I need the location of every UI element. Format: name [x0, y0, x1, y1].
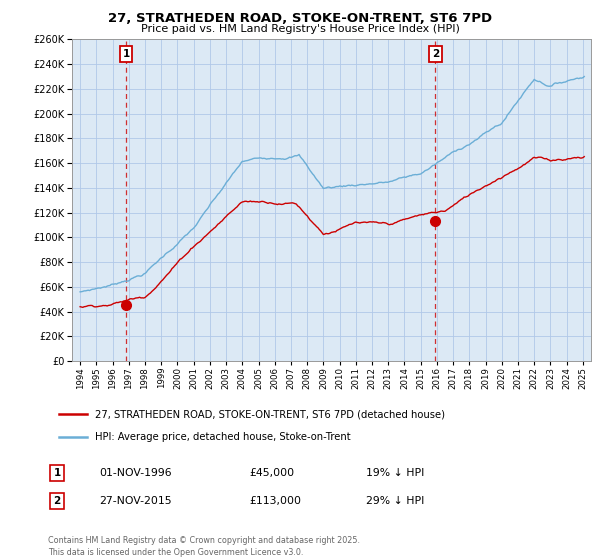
Text: £45,000: £45,000 — [249, 468, 294, 478]
Text: 29% ↓ HPI: 29% ↓ HPI — [366, 496, 424, 506]
Text: Contains HM Land Registry data © Crown copyright and database right 2025.
This d: Contains HM Land Registry data © Crown c… — [48, 536, 360, 557]
Text: 2: 2 — [53, 496, 61, 506]
Text: 1: 1 — [53, 468, 61, 478]
Text: 27, STRATHEDEN ROAD, STOKE-ON-TRENT, ST6 7PD: 27, STRATHEDEN ROAD, STOKE-ON-TRENT, ST6… — [108, 12, 492, 25]
Text: 27, STRATHEDEN ROAD, STOKE-ON-TRENT, ST6 7PD (detached house): 27, STRATHEDEN ROAD, STOKE-ON-TRENT, ST6… — [95, 409, 445, 419]
Text: 01-NOV-1996: 01-NOV-1996 — [99, 468, 172, 478]
Text: £113,000: £113,000 — [249, 496, 301, 506]
Text: 19% ↓ HPI: 19% ↓ HPI — [366, 468, 424, 478]
Text: HPI: Average price, detached house, Stoke-on-Trent: HPI: Average price, detached house, Stok… — [95, 432, 351, 442]
Text: Price paid vs. HM Land Registry's House Price Index (HPI): Price paid vs. HM Land Registry's House … — [140, 24, 460, 34]
Text: 2: 2 — [431, 49, 439, 59]
Text: 27-NOV-2015: 27-NOV-2015 — [99, 496, 172, 506]
Text: 1: 1 — [122, 49, 130, 59]
